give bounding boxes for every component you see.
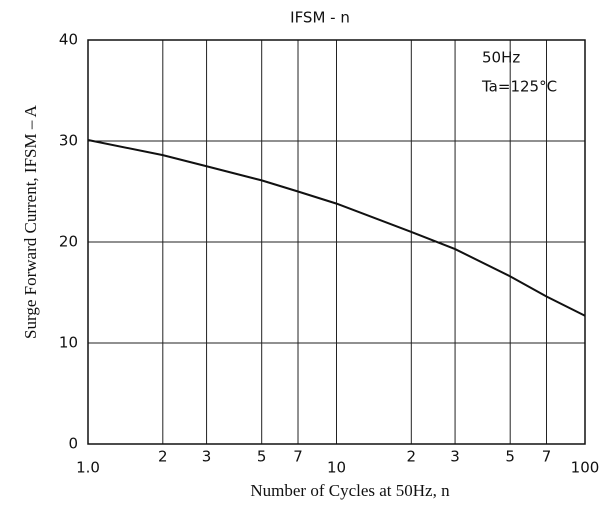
plot-frame [87,39,586,445]
x-tick-label: 10 [327,459,346,477]
chart-title: IFSM - n [290,9,350,27]
annotation: 50Hz [482,49,520,67]
x-tick-label: 5 [505,448,515,466]
x-tick-label: 2 [158,448,168,466]
y-tick-label: 10 [59,334,78,352]
y-axis-label: Surge Forward Current, IFSM – A [21,104,40,339]
x-tick-label: 100 [571,459,600,477]
y-tick-label: 0 [68,435,78,453]
x-tick-label: 7 [293,448,303,466]
x-tick-label: 2 [407,448,417,466]
y-tick-label: 40 [59,31,78,49]
x-tick-label: 5 [257,448,267,466]
annotation: Ta=125°C [481,78,557,96]
y-tick-label: 30 [59,132,78,150]
x-tick-label: 1.0 [76,459,100,477]
x-tick-label: 3 [450,448,460,466]
y-tick-label: 20 [59,233,78,251]
x-axis-label: Number of Cycles at 50Hz, n [250,481,450,500]
data-line [87,139,586,317]
x-tick-label: 3 [202,448,212,466]
x-tick-label: 7 [542,448,552,466]
